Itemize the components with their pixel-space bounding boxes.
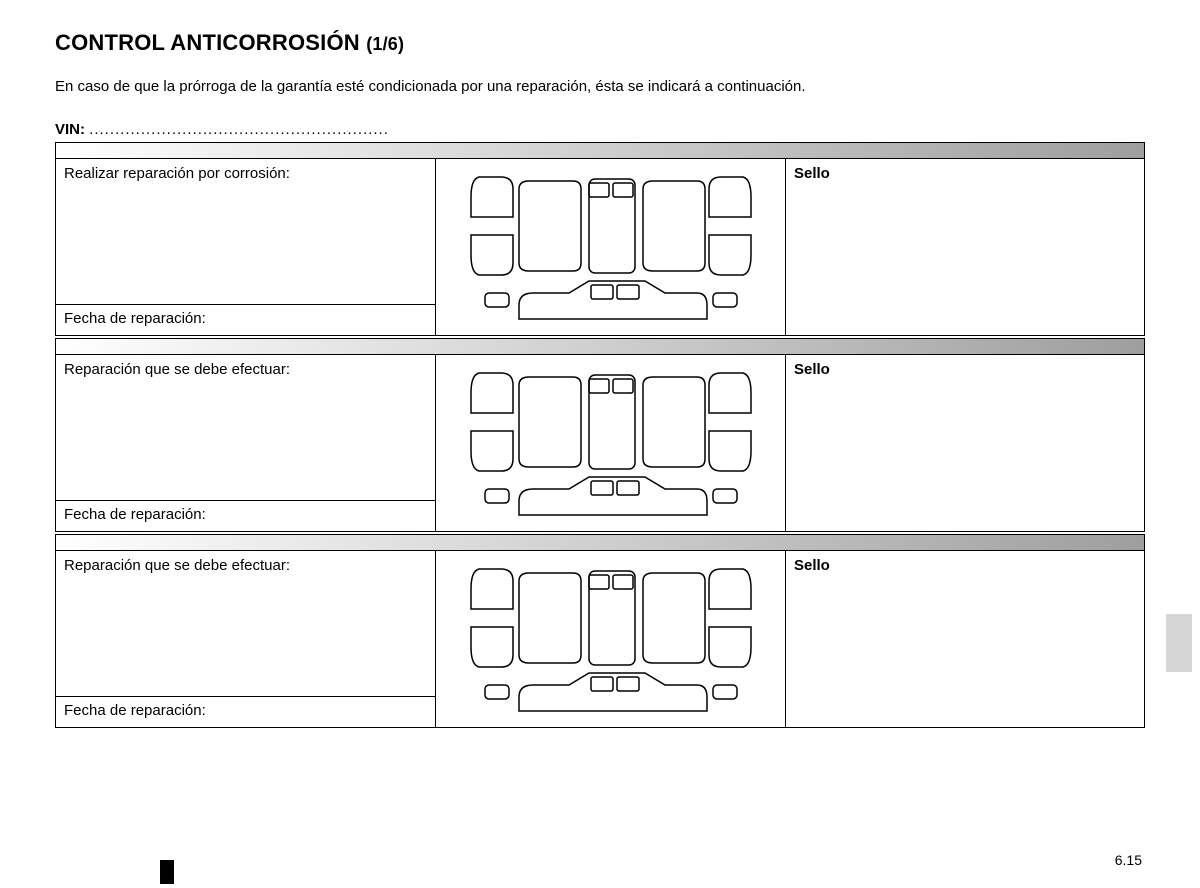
vin-line: VIN: ...................................… xyxy=(55,121,1145,138)
car-diagram-icon xyxy=(461,167,761,327)
entry-1: Realizar reparación por corrosión: Fecha… xyxy=(55,142,1145,336)
page-title: CONTROL ANTICORROSIÓN (1/6) xyxy=(55,30,1145,56)
col-left: Reparación que se debe efectuar: Fecha d… xyxy=(56,551,436,727)
title-part: (1/6) xyxy=(366,34,404,54)
stamp-label: Sello xyxy=(786,159,1144,335)
car-diagram-cell xyxy=(436,159,786,335)
repair-label: Realizar reparación por corrosión: xyxy=(56,159,435,305)
entry-3: Reparación que se debe efectuar: Fecha d… xyxy=(55,534,1145,728)
page-number: 6.15 xyxy=(1115,852,1142,868)
repair-label: Reparación que se debe efectuar: xyxy=(56,551,435,697)
intro-text: En caso de que la prórroga de la garantí… xyxy=(55,78,1145,95)
entry-body: Realizar reparación por corrosión: Fecha… xyxy=(56,159,1144,335)
entry-body: Reparación que se debe efectuar: Fecha d… xyxy=(56,355,1144,531)
date-label: Fecha de reparación: xyxy=(56,697,435,727)
car-diagram-icon xyxy=(461,559,761,719)
vin-label: VIN: xyxy=(55,121,85,138)
entry-2: Reparación que se debe efectuar: Fecha d… xyxy=(55,338,1145,532)
stamp-label: Sello xyxy=(786,551,1144,727)
col-left: Reparación que se debe efectuar: Fecha d… xyxy=(56,355,436,531)
car-diagram-cell xyxy=(436,355,786,531)
gradient-bar xyxy=(56,339,1144,355)
gradient-bar xyxy=(56,535,1144,551)
side-tab xyxy=(1166,614,1192,672)
date-label: Fecha de reparación: xyxy=(56,501,435,531)
vin-dots: ........................................… xyxy=(89,121,389,138)
title-main: CONTROL ANTICORROSIÓN xyxy=(55,30,360,55)
car-diagram-cell xyxy=(436,551,786,727)
col-left: Realizar reparación por corrosión: Fecha… xyxy=(56,159,436,335)
gradient-bar xyxy=(56,143,1144,159)
repair-label: Reparación que se debe efectuar: xyxy=(56,355,435,501)
date-label: Fecha de reparación: xyxy=(56,305,435,335)
entry-body: Reparación que se debe efectuar: Fecha d… xyxy=(56,551,1144,727)
car-diagram-icon xyxy=(461,363,761,523)
stamp-label: Sello xyxy=(786,355,1144,531)
bottom-crop-mark xyxy=(160,860,174,884)
